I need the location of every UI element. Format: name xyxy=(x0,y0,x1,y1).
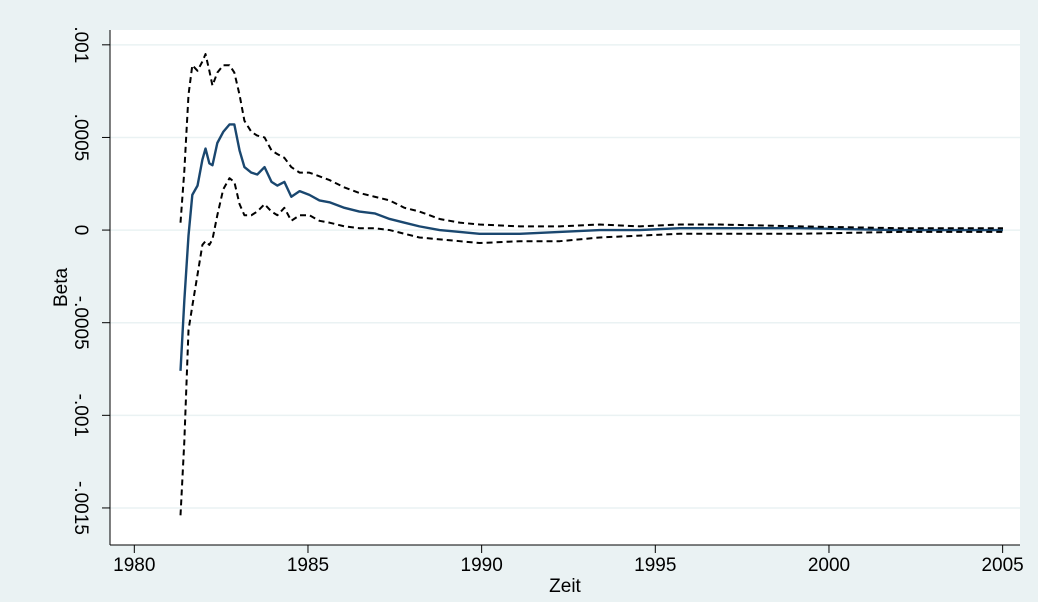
x-axis-label: Zeit xyxy=(549,576,581,597)
x-tick-label: 1985 xyxy=(287,555,329,576)
y-tick-label: .0005 xyxy=(70,114,91,162)
y-axis-label: Beta xyxy=(51,268,72,308)
y-tick-label: -.0015 xyxy=(70,481,91,535)
series-line xyxy=(179,53,1003,230)
y-tick-label: 0 xyxy=(70,225,91,236)
y-tick-label: -.001 xyxy=(70,394,91,437)
x-tick-label: 1980 xyxy=(113,555,155,576)
plot-area xyxy=(110,30,1020,545)
y-tick-label: -.0005 xyxy=(70,296,91,350)
x-tick-label: 1990 xyxy=(461,555,503,576)
x-tick-label: 2000 xyxy=(808,555,850,576)
series-line xyxy=(179,177,1003,516)
x-tick-label: 1995 xyxy=(634,555,676,576)
series-line xyxy=(179,123,1003,371)
x-tick-label: 2005 xyxy=(981,555,1023,576)
y-tick-label: .001 xyxy=(70,26,91,63)
